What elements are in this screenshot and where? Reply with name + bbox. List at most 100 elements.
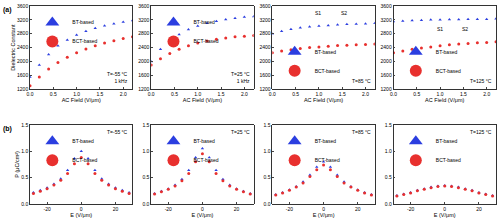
svg-text:E (V/μm): E (V/μm) [434, 212, 456, 218]
svg-text:0.0: 0.0 [27, 91, 34, 97]
svg-text:0.5: 0.5 [413, 91, 420, 97]
svg-text:3600: 3600 [17, 3, 28, 9]
svg-text:2400: 2400 [138, 44, 149, 50]
svg-text:20: 20 [476, 206, 482, 212]
svg-text:1.5: 1.5 [264, 122, 271, 128]
svg-text:3200: 3200 [381, 17, 392, 23]
svg-text:1.5: 1.5 [218, 91, 225, 97]
svg-text:(a): (a) [3, 6, 12, 14]
svg-text:0.0: 0.0 [385, 201, 392, 207]
svg-text:T=85 °C: T=85 °C [352, 129, 371, 135]
svg-text:BT-based: BT-based [315, 49, 337, 55]
svg-text:2.0: 2.0 [483, 91, 490, 97]
svg-text:0.5: 0.5 [292, 91, 299, 97]
svg-text:1.0: 1.0 [21, 148, 28, 154]
svg-text:AC Field (V/μm): AC Field (V/μm) [425, 97, 464, 103]
svg-text:2000: 2000 [17, 58, 28, 64]
svg-text:BCT-based: BCT-based [72, 157, 97, 163]
svg-text:1200: 1200 [381, 86, 392, 92]
svg-text:BCT-based: BCT-based [315, 157, 340, 163]
svg-text:T=-55 °C: T=-55 °C [107, 129, 128, 135]
svg-text:1.5: 1.5 [142, 122, 149, 128]
svg-text:P (μC/cm²): P (μC/cm²) [14, 151, 20, 178]
svg-text:2800: 2800 [259, 30, 270, 36]
svg-text:E (V/μm): E (V/μm) [192, 212, 214, 218]
svg-text:1.5: 1.5 [96, 91, 103, 97]
svg-text:BCT-based: BCT-based [193, 38, 218, 44]
svg-text:BT-based: BT-based [436, 49, 458, 55]
svg-text:0: 0 [322, 206, 325, 212]
svg-text:BT-based: BT-based [315, 138, 337, 144]
svg-text:AC Field (V/μm): AC Field (V/μm) [62, 97, 101, 103]
svg-text:E (V/μm): E (V/μm) [313, 212, 335, 218]
svg-text:1600: 1600 [259, 72, 270, 78]
svg-text:T=25 °C: T=25 °C [231, 129, 250, 135]
svg-text:AC Field (V/μm): AC Field (V/μm) [183, 97, 222, 103]
svg-text:BCT-based: BCT-based [315, 68, 340, 74]
svg-text:3200: 3200 [138, 17, 149, 23]
svg-text:20: 20 [113, 206, 119, 212]
svg-text:BT-based: BT-based [193, 138, 215, 144]
svg-text:2.0: 2.0 [362, 91, 369, 97]
svg-text:2400: 2400 [381, 44, 392, 50]
svg-text:S2: S2 [462, 26, 468, 32]
svg-text:AC Field (V/μm): AC Field (V/μm) [304, 97, 343, 103]
svg-text:1200: 1200 [138, 86, 149, 92]
svg-text:T=125 °C: T=125 °C [470, 129, 492, 135]
svg-text:3200: 3200 [259, 17, 270, 23]
svg-text:(b): (b) [3, 125, 12, 133]
svg-text:0.5: 0.5 [142, 174, 149, 180]
svg-text:2800: 2800 [17, 30, 28, 36]
svg-text:1.0: 1.0 [264, 148, 271, 154]
svg-text:0.0: 0.0 [269, 91, 276, 97]
svg-text:3600: 3600 [381, 3, 392, 9]
svg-text:1.0: 1.0 [73, 91, 80, 97]
svg-text:2400: 2400 [259, 44, 270, 50]
svg-text:Dielectric Constant: Dielectric Constant [10, 24, 16, 71]
svg-text:0: 0 [201, 206, 204, 212]
svg-text:-20: -20 [43, 206, 50, 212]
svg-text:-20: -20 [165, 206, 172, 212]
svg-text:0.0: 0.0 [264, 201, 271, 207]
svg-text:0.5: 0.5 [385, 174, 392, 180]
svg-text:0.5: 0.5 [21, 174, 28, 180]
svg-text:1.0: 1.0 [437, 91, 444, 97]
svg-text:0.0: 0.0 [148, 91, 155, 97]
svg-text:2.0: 2.0 [241, 91, 248, 97]
svg-text:T=-55 °C1 kHz: T=-55 °C1 kHz [107, 71, 128, 84]
svg-text:3200: 3200 [17, 17, 28, 23]
svg-text:1600: 1600 [17, 72, 28, 78]
svg-text:20: 20 [355, 206, 361, 212]
svg-text:1.0: 1.0 [194, 91, 201, 97]
svg-text:0.5: 0.5 [264, 174, 271, 180]
svg-text:3600: 3600 [259, 3, 270, 9]
svg-text:1.5: 1.5 [339, 91, 346, 97]
svg-text:0.0: 0.0 [390, 91, 397, 97]
svg-text:3600: 3600 [138, 3, 149, 9]
svg-text:1600: 1600 [138, 72, 149, 78]
svg-text:2800: 2800 [381, 30, 392, 36]
svg-text:BT-based: BT-based [72, 19, 94, 25]
svg-text:E (V/μm): E (V/μm) [70, 212, 92, 218]
svg-text:T=125 °C: T=125 °C [470, 78, 492, 84]
svg-text:BCT-based: BCT-based [72, 38, 97, 44]
svg-text:1.0: 1.0 [385, 148, 392, 154]
svg-text:1.5: 1.5 [385, 122, 392, 128]
svg-text:0.0: 0.0 [142, 201, 149, 207]
svg-text:2000: 2000 [138, 58, 149, 64]
svg-text:2000: 2000 [381, 58, 392, 64]
svg-text:0.5: 0.5 [50, 91, 57, 97]
svg-text:0: 0 [443, 206, 446, 212]
svg-text:1600: 1600 [381, 72, 392, 78]
svg-text:1200: 1200 [259, 86, 270, 92]
svg-text:BCT-based: BCT-based [436, 68, 461, 74]
svg-text:0.5: 0.5 [171, 91, 178, 97]
svg-text:-20: -20 [286, 206, 293, 212]
svg-text:BCT-based: BCT-based [436, 157, 461, 163]
svg-text:0: 0 [80, 206, 83, 212]
svg-text:T=85 °C: T=85 °C [352, 78, 371, 84]
svg-text:20: 20 [234, 206, 240, 212]
svg-text:2400: 2400 [17, 44, 28, 50]
svg-text:2.0: 2.0 [120, 91, 127, 97]
svg-text:BT-based: BT-based [72, 138, 94, 144]
